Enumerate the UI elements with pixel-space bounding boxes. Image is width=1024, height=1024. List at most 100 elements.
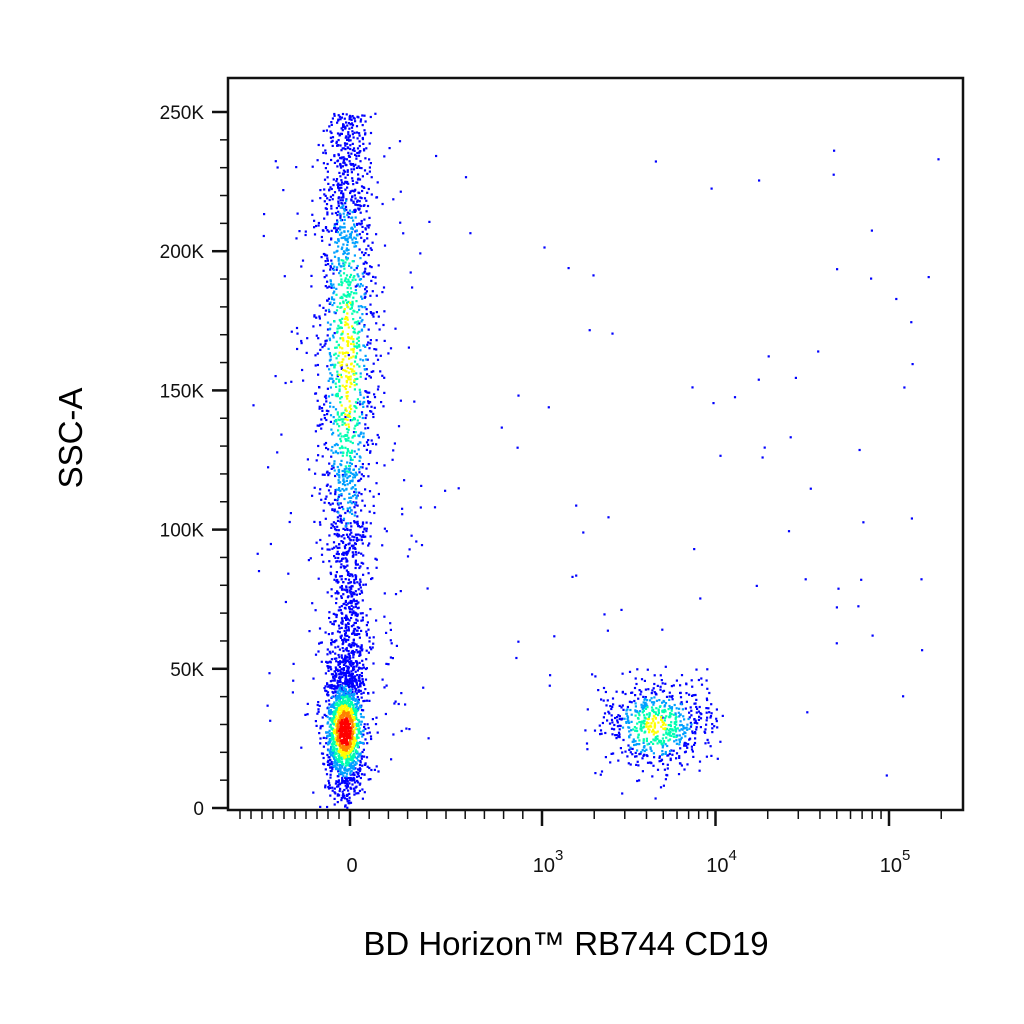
event-dot	[371, 313, 374, 316]
event-dot	[362, 554, 365, 557]
event-dot	[621, 751, 624, 754]
event-dot	[325, 254, 329, 257]
event-dot	[344, 632, 347, 636]
event-dot	[692, 694, 695, 697]
event-dot	[359, 534, 362, 537]
event-dot	[712, 402, 715, 405]
event-dot	[344, 144, 347, 147]
event-dot	[291, 691, 294, 694]
event-dot	[327, 182, 330, 185]
event-dot	[346, 571, 350, 574]
event-dot	[500, 426, 503, 429]
event-dot	[357, 331, 360, 334]
event-dot	[358, 720, 361, 723]
event-dot	[361, 797, 364, 800]
event-dot	[354, 699, 357, 702]
event-dot	[636, 749, 639, 752]
event-dot	[659, 741, 662, 744]
event-dot	[331, 445, 334, 449]
event-dot	[338, 707, 342, 710]
event-dot	[336, 550, 339, 553]
event-dot	[361, 413, 364, 416]
event-dot	[339, 225, 342, 228]
event-dot	[325, 339, 328, 342]
event-dot	[344, 631, 347, 634]
event-dot	[353, 223, 356, 226]
event-dot	[340, 690, 344, 693]
event-dot	[642, 722, 645, 725]
event-dot	[383, 592, 386, 595]
event-dot	[318, 521, 322, 524]
event-dot	[283, 275, 286, 278]
event-dot	[353, 310, 356, 313]
event-dot	[319, 523, 322, 526]
event-dot	[331, 508, 334, 511]
event-dot	[335, 657, 338, 660]
event-dot	[339, 269, 342, 273]
event-dot	[311, 494, 314, 497]
event-dot	[341, 332, 344, 335]
event-dot	[375, 233, 378, 236]
event-dot	[372, 275, 375, 278]
event-dot	[337, 227, 340, 230]
event-dot	[356, 626, 359, 629]
event-dot	[634, 710, 637, 713]
event-dot	[637, 736, 640, 739]
event-dot	[669, 706, 672, 709]
event-dot	[340, 413, 343, 416]
event-dot	[331, 212, 334, 215]
event-dot	[361, 750, 364, 754]
event-dot	[706, 687, 709, 690]
event-dot	[651, 689, 654, 692]
event-dot	[352, 695, 355, 698]
event-dot	[358, 789, 361, 792]
event-dot	[650, 762, 653, 765]
event-dot	[290, 380, 293, 383]
event-dot	[689, 706, 692, 709]
event-dot	[618, 717, 621, 721]
event-dot	[629, 733, 632, 736]
event-dot	[330, 753, 333, 756]
event-dot	[348, 753, 352, 756]
event-dot	[693, 718, 696, 721]
event-dot	[415, 540, 418, 543]
event-dot	[341, 483, 345, 486]
event-dot	[357, 689, 361, 692]
event-dot	[338, 415, 341, 418]
event-dot	[290, 330, 293, 333]
event-dot	[315, 334, 318, 337]
event-dot	[345, 295, 348, 298]
event-dot	[353, 194, 356, 197]
event-dot	[335, 309, 339, 312]
event-dot	[330, 467, 333, 470]
event-dot	[368, 224, 371, 227]
event-dot	[344, 316, 348, 319]
event-dot	[335, 178, 339, 181]
event-dot	[353, 793, 356, 796]
event-dot	[346, 211, 349, 214]
event-dot	[692, 755, 695, 758]
event-dot	[637, 697, 640, 700]
event-dot	[357, 768, 360, 771]
event-dot	[365, 467, 368, 470]
event-dot	[343, 218, 346, 221]
event-dot	[357, 116, 360, 119]
event-dot	[330, 760, 333, 764]
event-dot	[681, 708, 684, 711]
event-dot	[324, 167, 327, 170]
event-dot	[341, 643, 344, 646]
event-dot	[346, 560, 349, 563]
event-dot	[326, 387, 329, 390]
event-dot	[367, 400, 370, 403]
event-dot	[333, 508, 336, 511]
event-dot	[337, 553, 340, 556]
event-dot	[359, 565, 362, 568]
event-dot	[664, 710, 667, 713]
event-dot	[347, 650, 350, 653]
event-dot	[642, 695, 645, 698]
event-dot	[352, 553, 355, 556]
event-dot	[398, 140, 402, 143]
event-dot	[326, 213, 329, 216]
event-dot	[642, 746, 645, 749]
event-dot	[337, 609, 340, 612]
